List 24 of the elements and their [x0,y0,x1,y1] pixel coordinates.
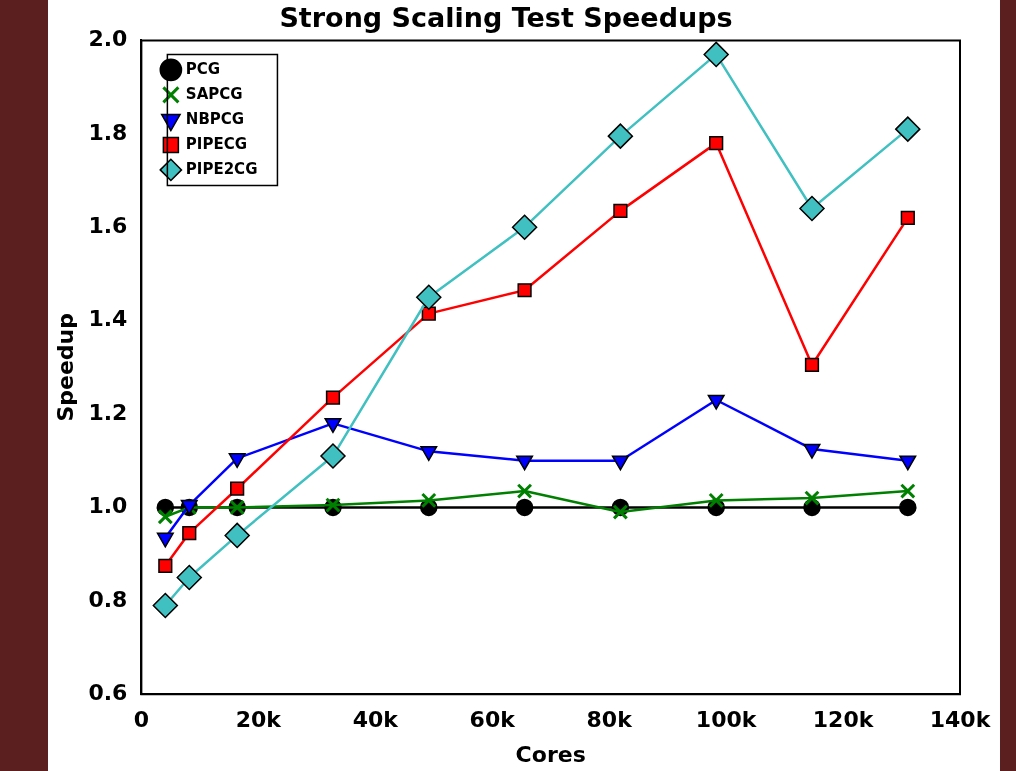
x-tick-label: 0 [133,707,150,733]
legend-label: SAPCG [185,84,243,103]
x-tick-label: 20k [235,707,283,733]
x-tick-label: 60k [469,707,517,733]
x-tick-label: 120k [812,707,875,733]
y-tick-label: 1.6 [88,212,128,238]
legend-label: PCG [185,59,221,78]
legend-label: PIPE2CG [185,159,258,178]
x-tick-label: 140k [929,707,992,733]
y-axis-title: Speedup [52,313,78,422]
x-tick-label: 40k [352,707,400,733]
x-tick-label: 80k [586,707,634,733]
y-tick-label: 0.8 [88,586,128,612]
chart-title: Strong Scaling Test Speedups [279,2,733,34]
y-tick-label: 1.2 [88,399,128,425]
legend-label: PIPECG [185,134,248,153]
y-tick-label: 1.8 [88,119,128,145]
x-axis-title: Cores [515,741,586,767]
y-tick-label: 2.0 [88,26,128,52]
y-tick-label: 1.4 [88,306,128,332]
x-tick-label: 100k [695,707,758,733]
y-tick-label: 0.6 [88,679,128,705]
y-tick-label: 1.0 [88,493,128,519]
legend-label: NBPCG [185,109,245,128]
